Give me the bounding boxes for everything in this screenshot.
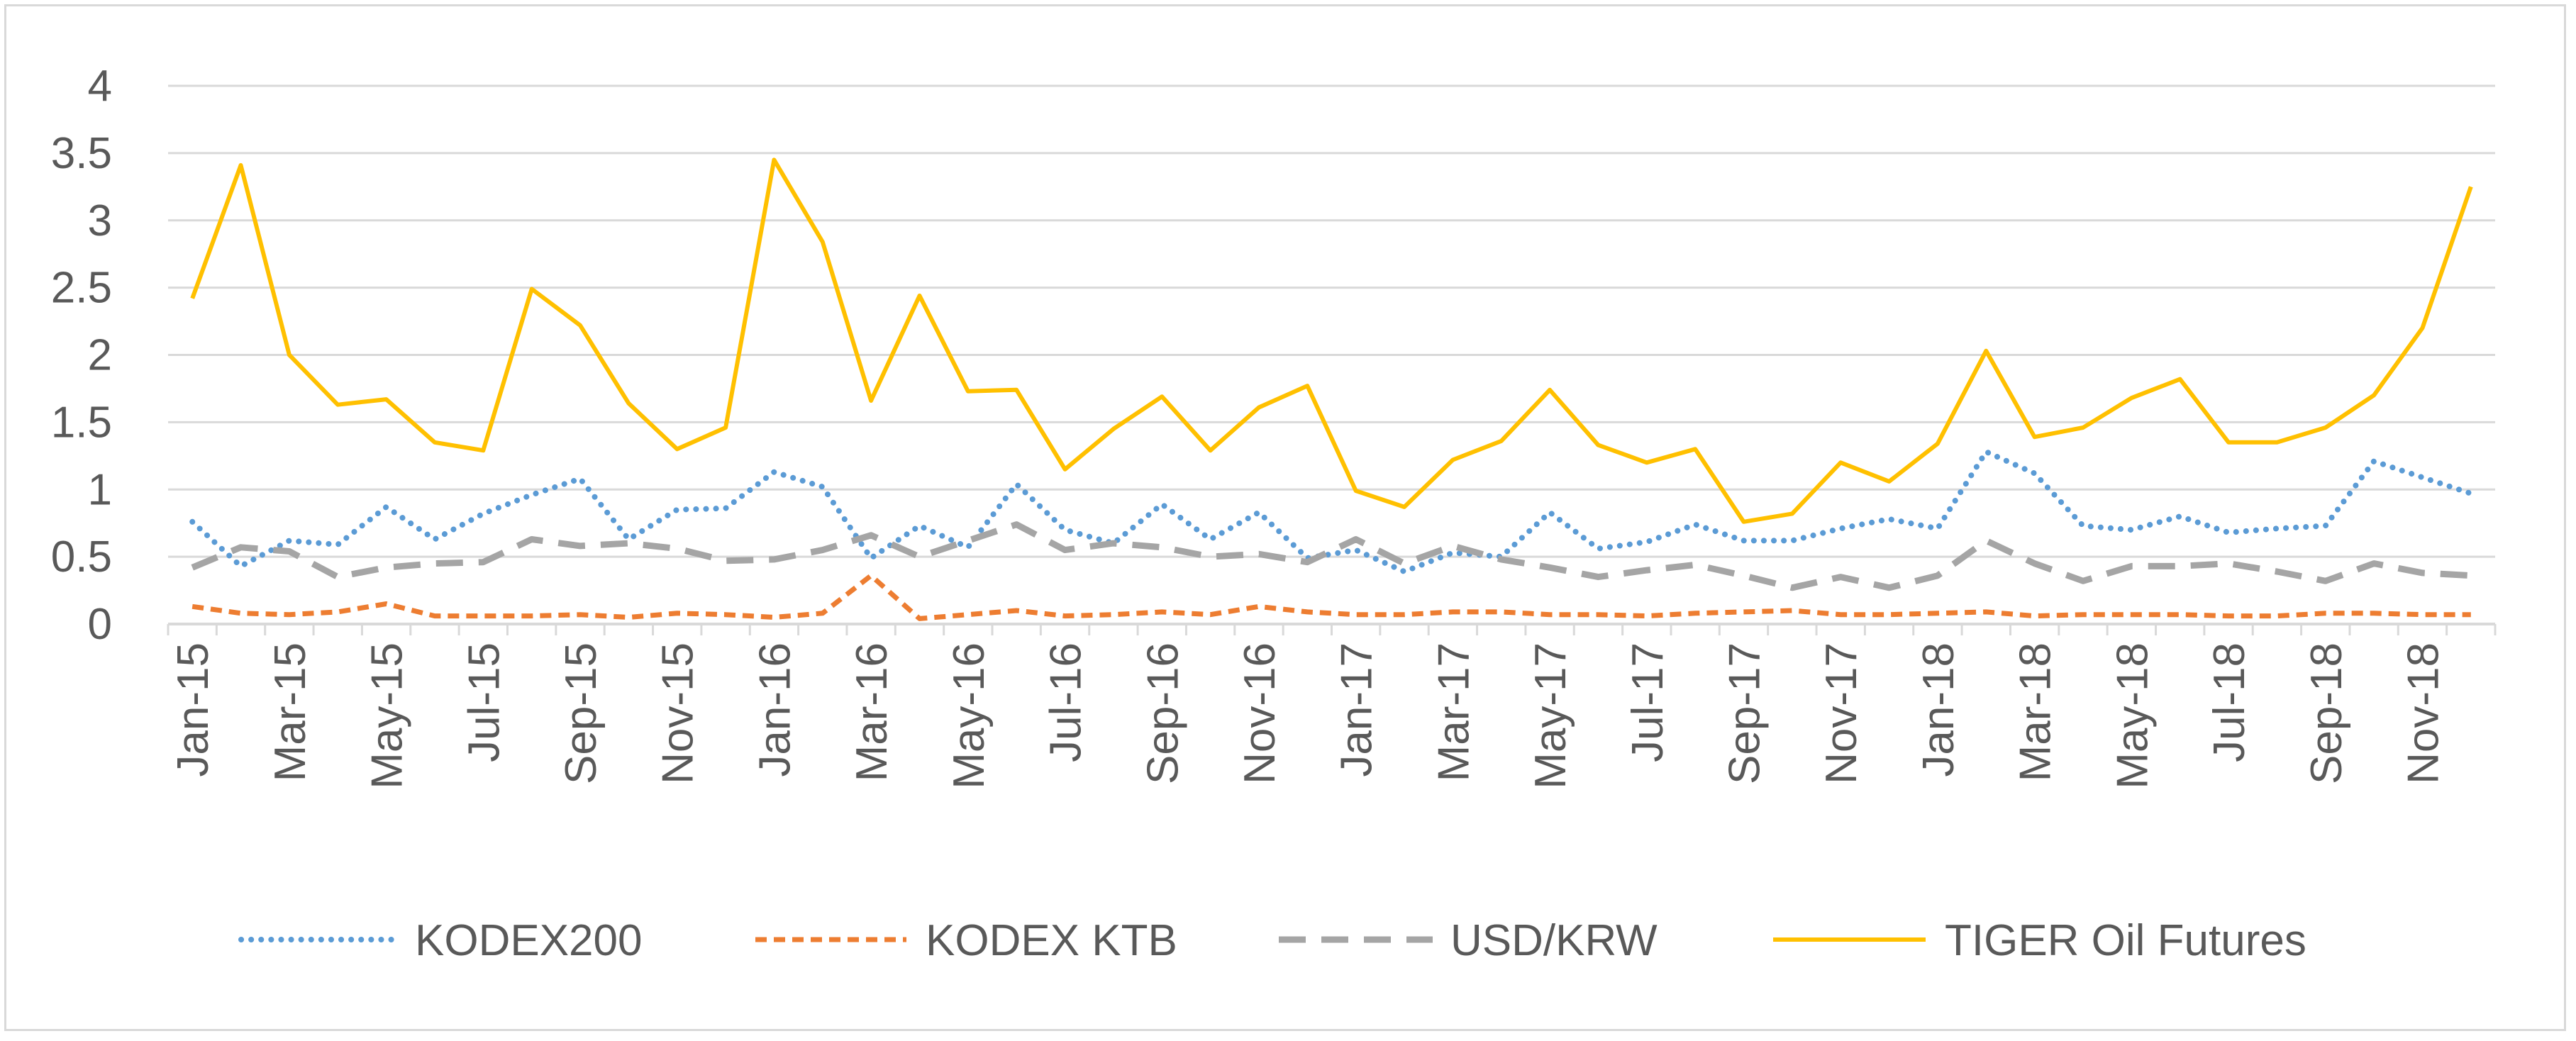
x-tick-label: Mar-16 [848, 642, 896, 781]
gridlines [168, 84, 2495, 558]
x-tick-label: Jan-18 [1914, 642, 1963, 777]
x-tick-label: Jul-16 [1042, 642, 1091, 762]
x-tick-label: Mar-15 [266, 642, 315, 781]
x-tick-label: Sep-15 [557, 642, 606, 784]
y-tick-label: 1.5 [51, 398, 112, 447]
x-tick-label: Sep-17 [1721, 642, 1770, 784]
legend-label: KODEX KTB [926, 916, 1177, 965]
x-tick-label: Jan-15 [169, 642, 218, 777]
x-tick-label: Nov-16 [1236, 642, 1284, 784]
x-tick-label: May-18 [2108, 642, 2157, 789]
x-tick-label: Jan-17 [1333, 642, 1382, 777]
x-tick-label: May-17 [1526, 642, 1575, 789]
y-tick-label: 2.5 [51, 264, 112, 313]
x-tick-label: Nov-17 [1817, 642, 1866, 784]
y-tick-label: 0.5 [51, 533, 112, 581]
x-tick-label: Jul-17 [1623, 642, 1672, 762]
x-axis [167, 623, 2497, 635]
x-tick-label: Nov-15 [654, 642, 703, 784]
series-line-tiger-oil-futures [190, 157, 2473, 524]
y-tick-label: 1 [88, 465, 112, 514]
series-line-usd-krw [191, 521, 2472, 591]
y-axis-tick-labels: 0 0.5 1 1.5 2 2.5 3 3.5 4 [51, 62, 112, 649]
x-tick-label: May-15 [363, 642, 412, 789]
series-line-kodex-ktb [191, 573, 2471, 621]
legend-label: USD/KRW [1450, 916, 1658, 965]
series-line-kodex200 [189, 449, 2474, 574]
x-tick-label: Mar-17 [1429, 642, 1478, 781]
series-lines [189, 157, 2474, 621]
x-tick-label: Mar-18 [2011, 642, 2060, 781]
x-tick-label: Sep-16 [1138, 642, 1187, 784]
y-tick-label: 4 [88, 62, 112, 111]
x-tick-label: Jan-16 [750, 642, 799, 777]
x-tick-label: Sep-18 [2302, 642, 2351, 784]
x-tick-label: Jul-18 [2205, 642, 2254, 762]
legend-label: KODEX200 [415, 916, 643, 965]
y-tick-label: 0 [88, 600, 112, 649]
legend: KODEX200 KODEX KTB USD/KRW TIGER Oil Future… [238, 916, 2306, 965]
y-tick-label: 2 [88, 331, 112, 380]
chart-frame [4, 4, 2566, 1031]
x-tick-label: May-16 [945, 642, 994, 789]
y-tick-label: 3 [88, 196, 112, 245]
x-tick-label: Nov-18 [2399, 642, 2448, 784]
y-tick-label: 3.5 [51, 129, 112, 178]
x-axis-tick-labels: Jan-15 Mar-15 May-15 Jul-15 Sep-15 Nov-15 Jan-… [169, 642, 2448, 789]
legend-label: TIGER Oil Futures [1945, 916, 2306, 965]
x-tick-label: Jul-15 [460, 642, 509, 762]
